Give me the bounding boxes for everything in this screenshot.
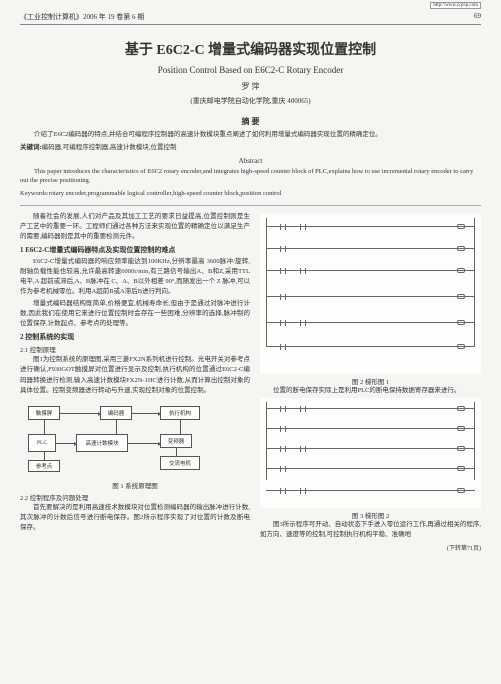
bd-touch: 触摸屏 <box>28 406 60 420</box>
bd-sw: 参考点 <box>28 460 60 472</box>
right-column: 图 2 梯形图 1 位置的断电保存实际上是利用PLC的断电保持数据寄存器来进行。… <box>260 212 481 552</box>
ladder-left-rail <box>266 218 267 346</box>
left-column: 随着社会的发展,人们对产品及其加工工艺的要求日益提高,位置控制则是生产工艺中的重… <box>20 212 250 552</box>
ladder-contact <box>280 294 286 300</box>
bd-plc: PLC <box>28 434 56 452</box>
section-2-heading: 2 控制系统的实现 <box>20 332 250 342</box>
ladder-rung <box>266 448 475 449</box>
figure-1-block-diagram: 触摸屏 编码器 执行机构 PLC 高速计数模块 变频器 交流电机 参考点 <box>20 400 250 478</box>
bd-exec: 执行机构 <box>160 406 200 420</box>
ladder-coil <box>457 466 465 471</box>
ladder-coil <box>457 320 465 325</box>
keywords-label-cn: 关键词: <box>20 144 42 151</box>
ladder-contact <box>280 488 286 494</box>
bd-vfd: 变频器 <box>160 434 192 448</box>
figure-2-ladder <box>260 214 481 374</box>
ladder-contact <box>300 268 306 274</box>
ladder-coil <box>457 446 465 451</box>
ladder-contact <box>280 320 286 326</box>
bd-arrow-8 <box>44 452 45 460</box>
keywords-label-en: Keywords: <box>20 190 49 197</box>
bd-arrow-6 <box>116 420 117 434</box>
header-bar: 《工业控制计算机》2006 年 19 卷第 6 期 69 <box>20 12 481 25</box>
two-column-body: 随着社会的发展,人们对产品及其加工工艺的要求日益提高,位置控制则是生产工艺中的重… <box>20 212 481 552</box>
para-3: 增量式编码器结构既简单,价格便宜,机械寿命长,但由于是通过对脉冲进行计数,因此我… <box>20 299 250 329</box>
bd-encoder: 编码器 <box>100 406 132 420</box>
ladder-contact <box>280 426 286 432</box>
continuation-note: (下转第71页) <box>260 543 481 552</box>
bd-arrow-7 <box>176 448 177 456</box>
ladder-coil <box>457 224 465 229</box>
abstract-label-cn: 摘 要 <box>20 116 481 127</box>
bd-arrow-3 <box>44 420 45 434</box>
bd-arrow-9 <box>180 420 181 434</box>
ladder-coil <box>457 488 465 493</box>
journal-header: 《工业控制计算机》2006 年 19 卷第 6 期 <box>20 12 144 22</box>
ladder-right-rail <box>474 218 475 346</box>
figure-3-caption: 图 3 梯形图 2 <box>260 510 481 520</box>
ladder-rung <box>266 248 475 249</box>
page-number: 69 <box>474 12 481 22</box>
ladder-contact <box>300 224 306 230</box>
keywords-cn: 关键词:编码器,可编程序控制器,高速计数模块,位置控制 <box>20 143 481 153</box>
ladder-rung <box>266 490 475 491</box>
ladder-coil <box>457 268 465 273</box>
ladder-rung <box>266 468 475 469</box>
ladder-coil <box>457 406 465 411</box>
section-2-2-heading: 2.2 控制程序及问题处理 <box>20 492 250 502</box>
ladder-contact <box>280 466 286 472</box>
para-r2: 图3所示程序可开动、自动状态下手进入零位运行工作,再通过相关的程序,如方向、速度… <box>260 520 481 540</box>
ladder-contact <box>280 344 286 350</box>
para-r1: 位置的断电保存实际上是利用PLC的断电保持数据寄存器来进行。 <box>260 386 481 396</box>
ladder-contact <box>280 246 286 252</box>
abstract-cn: 介绍了E6C2编码器的特点,并结合可编程序控制器的高速计数模块重点阐述了如何利用… <box>20 130 481 140</box>
figure-1-caption: 图 1 系统原理图 <box>20 480 250 490</box>
bd-arrow-1 <box>60 413 100 414</box>
ladder-contact <box>280 406 286 412</box>
ladder-rung <box>266 428 475 429</box>
bd-hsc: 高速计数模块 <box>76 434 128 452</box>
ladder-rung <box>266 322 475 323</box>
ladder-contact <box>300 488 306 494</box>
ladder-coil <box>457 246 465 251</box>
keywords-en: Keywords:rotary encoder,programmable log… <box>20 189 481 199</box>
ladder-contact <box>300 320 306 326</box>
para-2: E6C2-C增量式编码器的响应频率能达到100KHz,分辨率最高 3600脉冲/… <box>20 257 250 297</box>
ladder-rung <box>266 346 475 347</box>
para-1: 随着社会的发展,人们对产品及其加工工艺的要求日益提高,位置控制则是生产工艺中的重… <box>20 212 250 242</box>
abstract-label-en: Abstract <box>20 157 481 165</box>
bd-arrow-5 <box>128 443 160 444</box>
author: 罗 萍 <box>20 81 481 92</box>
para-4: 图1为控制系统的原理图,采用三菱FX2N系列机进行控制。光电开关对参考点进行确认… <box>20 355 250 395</box>
ladder-rung <box>266 226 475 227</box>
ladder-contact <box>280 224 286 230</box>
keywords-en-text: rotary encoder,programmable logical cont… <box>49 190 282 197</box>
ladder-contact <box>300 446 306 452</box>
figure-2-caption: 图 2 梯形图 1 <box>260 376 481 386</box>
bd-arrow-2 <box>132 413 160 414</box>
keywords-cn-text: 编码器,可编程序控制器,高速计数模块,位置控制 <box>42 144 177 151</box>
section-2-1-heading: 2.1 控制原理 <box>20 344 250 354</box>
ladder-rung <box>266 408 475 409</box>
abstract-en: This paper introduces the characteristic… <box>20 167 481 187</box>
ladder-coil <box>457 426 465 431</box>
ladder-coil <box>457 294 465 299</box>
title-en: Position Control Based on E6C2-C Rotary … <box>20 65 481 75</box>
ladder-contact <box>280 268 286 274</box>
divider <box>20 205 481 206</box>
watermark: http://www.cqvip.com <box>430 2 481 9</box>
ladder-coil <box>457 344 465 349</box>
figure-3-ladder <box>260 398 481 508</box>
ladder-contact <box>300 406 306 412</box>
section-1-heading: 1 E6C2-C增量式编码器特点及实现位置控制的难点 <box>20 245 250 255</box>
bd-arrow-4 <box>56 443 76 444</box>
ladder-rung <box>266 296 475 297</box>
title-cn: 基于 E6C2-C 增量式编码器实现位置控制 <box>20 39 481 59</box>
bd-motor: 交流电机 <box>160 456 200 470</box>
ladder-rung <box>266 270 475 271</box>
affiliation: (重庆邮电学院自动化学院,重庆 400065) <box>20 96 481 106</box>
ladder-contact <box>280 446 286 452</box>
para-5: 首先要解决的是利用高速技术数模块对位置检测编码器的输出脉冲进行计数,其次脉冲的计… <box>20 503 250 533</box>
